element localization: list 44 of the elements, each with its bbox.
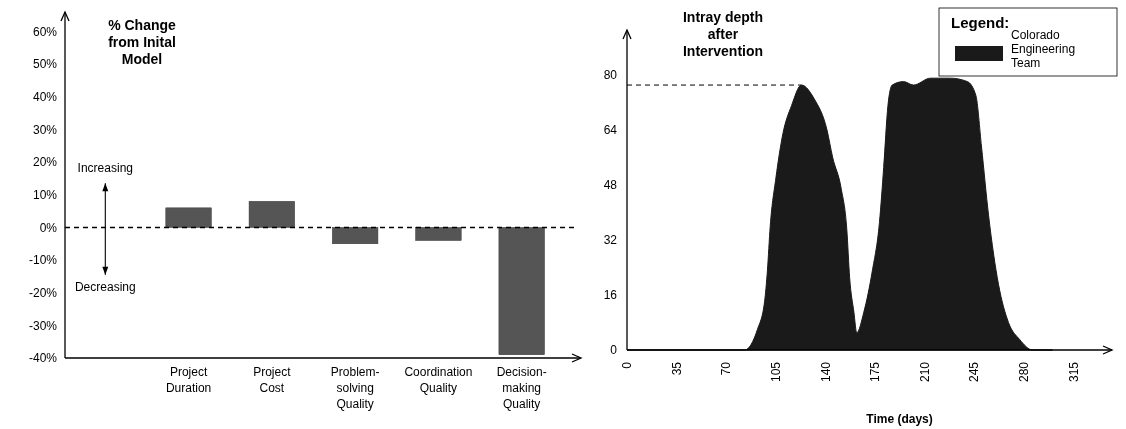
- y-tick-label: 60%: [32, 24, 58, 39]
- x-tick-label: Coordination Quality: [404, 365, 473, 395]
- x-tick-label: 210: [917, 361, 932, 383]
- y-tick-label: 32: [603, 233, 618, 248]
- y-tick-label: -10%: [28, 253, 58, 268]
- x-tick-label: 140: [818, 361, 833, 383]
- x-tick-label: 175: [868, 361, 883, 383]
- legend-title: Legend:: [951, 14, 1010, 31]
- y-tick-label: 64: [603, 122, 618, 137]
- y-tick-label: 50%: [32, 57, 58, 72]
- y-tick-label: 80: [603, 67, 618, 82]
- y-tick-label: 16: [603, 288, 618, 303]
- x-tick-label: 0: [620, 361, 634, 369]
- y-tick-label: 10%: [32, 187, 58, 202]
- bar: [498, 227, 545, 355]
- text: % Change from Inital Model: [108, 17, 177, 67]
- bar: [415, 227, 462, 241]
- x-tick-label: Project Cost: [253, 365, 292, 395]
- y-tick-label: 48: [603, 178, 618, 193]
- bar: [332, 227, 379, 244]
- x-tick-label: Problem-solving Quality: [330, 365, 380, 411]
- legend-label: Colorado Engineering Team: [1011, 28, 1076, 70]
- y-tick-label: -30%: [28, 318, 58, 333]
- x-tick-label: Project Duration: [165, 365, 212, 395]
- bar: [165, 207, 212, 228]
- x-tick-label: 70: [719, 361, 734, 376]
- y-tick-label: 0%: [39, 220, 58, 235]
- y-tick-label: 40%: [32, 90, 58, 105]
- y-tick-label: -40%: [28, 351, 58, 366]
- x-tick-label: 105: [768, 361, 783, 383]
- x-tick-label: 35: [669, 361, 684, 376]
- x-tick-label: Decision-making Quality: [496, 365, 547, 411]
- x-tick-label: 315: [1066, 361, 1081, 383]
- bar: [248, 201, 295, 228]
- annotation: Increasing: [77, 160, 133, 175]
- y-tick-label: -20%: [28, 285, 58, 300]
- x-axis-title: Time (days): [866, 412, 933, 426]
- chart-title: Intray depth after Intervention: [682, 9, 764, 59]
- annotation: Decreasing: [74, 280, 136, 295]
- y-tick-label: 0: [610, 343, 618, 358]
- x-tick-label: 280: [1017, 361, 1032, 383]
- y-tick-label: 30%: [32, 122, 58, 137]
- x-tick-label: 245: [967, 361, 982, 383]
- y-tick-label: 20%: [32, 155, 58, 170]
